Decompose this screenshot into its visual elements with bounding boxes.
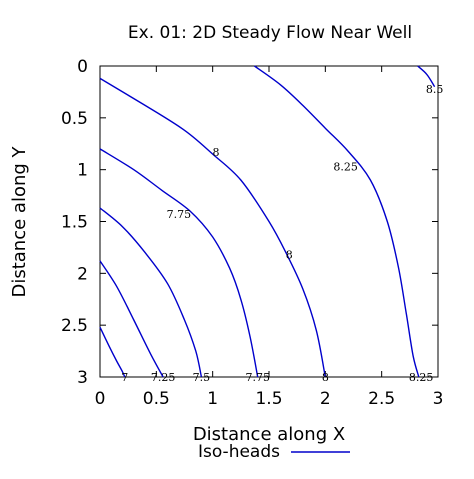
y-tick-label: 1.5 <box>61 213 88 233</box>
contour-line-7 <box>99 326 126 378</box>
x-axis-title: Distance along X <box>193 424 345 445</box>
y-tick-label: 2 <box>77 264 88 284</box>
contour-line-8 <box>99 77 326 378</box>
legend-label: Iso-heads <box>198 442 280 462</box>
y-tick-label: 3 <box>77 368 88 388</box>
contour-value-label: 8 <box>286 249 293 262</box>
contour-value-label: 7.75 <box>245 371 270 384</box>
contour-value-label: 8.25 <box>333 161 358 174</box>
contour-line-8-25 <box>253 65 420 378</box>
contour-line-7-75 <box>99 148 259 378</box>
x-tick-labels: 0 0.5 1 1.5 2 2.5 3 <box>95 389 444 409</box>
contour-value-label: 7.25 <box>151 371 176 384</box>
contour-labels: 7 7.25 7.5 7.75 8 8.25 7.75 8 8 8.25 8.5 <box>121 83 443 384</box>
contour-value-label: 8.5 <box>426 83 444 96</box>
contour-lines <box>99 65 436 378</box>
y-tick-label: 2.5 <box>61 316 88 336</box>
y-axis-title: Distance along Y <box>9 145 30 297</box>
y-tick-label: 0 <box>77 57 88 77</box>
x-tick-label: 1.5 <box>255 389 282 409</box>
contour-value-label: 8 <box>213 146 220 159</box>
y-tick-label: 0.5 <box>61 109 88 129</box>
x-tick-label: 2.5 <box>368 389 395 409</box>
legend: Iso-heads <box>198 442 350 462</box>
tick-marks <box>99 65 439 378</box>
x-tick-label: 0 <box>95 389 106 409</box>
y-tick-label: 1 <box>77 161 88 181</box>
contour-value-label: 7.75 <box>167 208 192 221</box>
y-tick-labels: 0 0.5 1 1.5 2 2.5 3 <box>61 57 88 388</box>
contour-value-label: 8 <box>322 371 329 384</box>
contour-value-label: 7 <box>121 371 128 384</box>
x-tick-label: 1 <box>207 389 218 409</box>
x-tick-label: 0.5 <box>143 389 170 409</box>
x-tick-label: 3 <box>433 389 444 409</box>
contour-value-label: 8.25 <box>409 371 434 384</box>
contour-value-label: 7.5 <box>193 371 211 384</box>
contour-line-8-5 <box>417 65 436 88</box>
contour-line-7-5 <box>99 207 203 378</box>
chart-title: Ex. 01: 2D Steady Flow Near Well <box>128 23 412 43</box>
contour-line-7-25 <box>99 260 164 378</box>
x-tick-label: 2 <box>320 389 331 409</box>
